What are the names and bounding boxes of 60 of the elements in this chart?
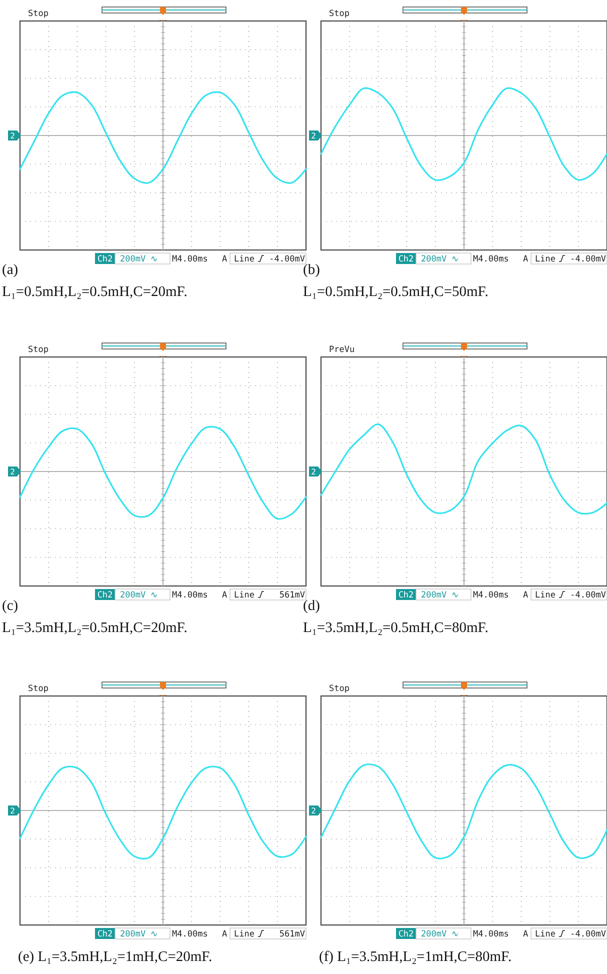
text: 200mV ∿ xyxy=(120,930,159,940)
text: L₁=3.5mH,L₂=0.5mH,C=20mF. xyxy=(2,620,188,636)
text: -4.00mV xyxy=(570,254,606,264)
text: 2 xyxy=(10,132,16,140)
text: Ch2 xyxy=(398,930,414,940)
text: 2 xyxy=(311,468,316,476)
text: Ch2 xyxy=(97,254,113,264)
text: Line xyxy=(535,590,556,600)
text: (d) xyxy=(303,598,320,614)
text: A xyxy=(523,930,528,940)
text: (c) xyxy=(2,598,18,614)
text: M4.00ms xyxy=(172,590,208,600)
text: M4.00ms xyxy=(473,254,509,264)
text: -4.00mV xyxy=(570,590,606,600)
text: 2 xyxy=(311,806,316,816)
text: 200mV ∿ xyxy=(421,590,460,600)
text: M4.00ms xyxy=(172,254,208,264)
text: A xyxy=(523,590,528,600)
text: Stop xyxy=(329,684,350,694)
text: Ch2 xyxy=(398,590,414,600)
text: Line xyxy=(234,254,254,264)
text: Ch2 xyxy=(398,254,414,264)
text: Line xyxy=(234,590,254,600)
text: L₁=3.5mH,L₂=1mH,C=20mF. xyxy=(38,949,212,965)
text: Line xyxy=(535,254,556,264)
text: PreVu xyxy=(329,345,355,355)
text: M4.00ms xyxy=(473,590,509,600)
text: 200mV ∿ xyxy=(120,590,159,600)
text: A xyxy=(222,930,228,940)
text: 561mV xyxy=(279,930,305,940)
text: Line xyxy=(234,930,254,940)
text: A xyxy=(523,254,528,264)
text: 561mV xyxy=(279,590,305,600)
text: Stop xyxy=(28,684,48,694)
text: 200mV ∿ xyxy=(421,930,460,940)
text: (b) xyxy=(303,262,320,278)
text: (f) xyxy=(319,949,334,965)
text: Ch2 xyxy=(97,590,113,600)
text: 200mV ∿ xyxy=(120,254,159,264)
text: -4.00mV xyxy=(269,254,305,264)
text: 2 xyxy=(311,132,316,140)
text: (e) xyxy=(18,949,34,965)
text: 2 xyxy=(10,806,16,816)
text: L₁=3.5mH,L₂=0.5mH,C=80mF. xyxy=(303,620,488,636)
text: M4.00ms xyxy=(473,930,509,940)
text: 2 xyxy=(10,468,16,476)
text: Ch2 xyxy=(97,930,113,940)
text: (a) xyxy=(2,262,18,278)
text: L₁=0.5mH,L₂=0.5mH,C=20mF. xyxy=(2,284,188,300)
text: -4.00mV xyxy=(570,930,606,940)
text: Stop xyxy=(28,345,48,355)
text: L₁=0.5mH,L₂=0.5mH,C=50mF. xyxy=(303,284,488,300)
text: Line xyxy=(535,930,556,940)
text: L₁=3.5mH,L₂=1mH,C=80mF. xyxy=(337,949,512,965)
text: 200mV ∿ xyxy=(421,254,460,264)
text: Stop xyxy=(329,9,350,19)
text: Stop xyxy=(28,9,48,19)
text: M4.00ms xyxy=(172,930,208,940)
text: A xyxy=(222,590,228,600)
text: A xyxy=(222,254,228,264)
